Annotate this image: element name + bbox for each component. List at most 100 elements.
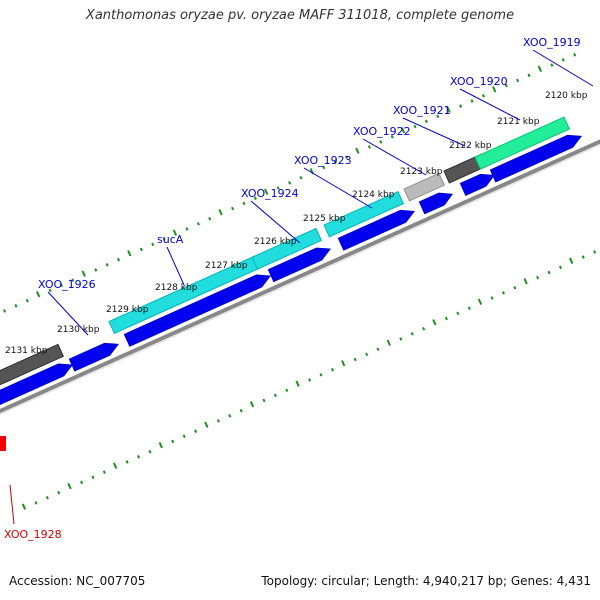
tick-label: 2127 kbp xyxy=(205,261,248,271)
upper-scale-tick xyxy=(117,257,121,262)
lower-scale-tick xyxy=(57,490,61,495)
reverse-feature-4[interactable] xyxy=(323,191,405,238)
upper-scale-tick xyxy=(242,201,246,206)
gene-label-leader xyxy=(532,49,594,87)
lower-scale-tick xyxy=(125,460,129,464)
gene-label[interactable]: XOO_1921 xyxy=(393,104,451,117)
lower-scale-tick xyxy=(456,311,460,316)
lower-scale-tick xyxy=(158,442,163,449)
lower-scale-tick xyxy=(204,421,209,428)
lower-scale-tick xyxy=(182,434,186,439)
lower-scale-tick xyxy=(490,296,494,300)
tick-label: 2128 kbp xyxy=(155,283,198,293)
lower-scale-tick xyxy=(91,475,95,480)
gene-label-leader xyxy=(402,117,466,147)
upper-scale-tick xyxy=(196,222,200,226)
upper-scale-tick xyxy=(172,229,178,236)
upper-scale-tick xyxy=(288,181,292,185)
forward-cds-7[interactable] xyxy=(459,173,496,196)
lower-scale-tick xyxy=(113,462,118,469)
lower-scale-tick xyxy=(216,419,220,423)
tick-label: 2121 kbp xyxy=(497,117,540,127)
gene-label[interactable]: sucA xyxy=(157,233,184,246)
upper-scale-tick xyxy=(400,127,406,134)
reverse-feature-7[interactable] xyxy=(474,116,571,170)
upper-scale-tick xyxy=(276,186,280,190)
lower-scale-tick xyxy=(558,265,562,270)
upper-scale-tick xyxy=(2,309,7,313)
lower-scale-tick xyxy=(341,360,346,367)
gene-label[interactable]: XOO_1919 xyxy=(523,36,581,49)
tick-label: 2130 kbp xyxy=(57,325,100,335)
upper-scale-tick xyxy=(151,242,155,247)
lower-scale-tick xyxy=(477,298,483,305)
gene-label[interactable]: XOO_1926 xyxy=(38,278,96,291)
upper-scale-tick xyxy=(550,63,554,67)
forward-cds-2[interactable] xyxy=(68,342,120,372)
lower-scale-tick xyxy=(148,449,152,454)
gene-label-leader xyxy=(9,484,15,525)
forward-cds-3[interactable] xyxy=(123,274,272,347)
gene-label[interactable]: XOO_1922 xyxy=(353,125,411,138)
upper-scale-tick xyxy=(25,298,29,303)
lower-scale-tick xyxy=(581,255,585,259)
forward-cds-4[interactable] xyxy=(267,247,332,283)
upper-scale-tick xyxy=(60,283,64,288)
upper-scale-tick xyxy=(333,160,337,165)
upper-scale-tick xyxy=(264,188,269,195)
gene-label[interactable]: XOO_1928 xyxy=(4,528,62,541)
forward-cds-1[interactable] xyxy=(0,363,74,406)
forward-cds-5[interactable] xyxy=(337,209,416,251)
lower-scale-tick xyxy=(353,357,357,362)
gene-label[interactable]: XOO_1923 xyxy=(294,154,352,167)
gene-label-leader xyxy=(166,246,185,286)
genome-summary-text: Topology: circular; Length: 4,940,217 bp… xyxy=(261,574,591,588)
upper-scale-tick xyxy=(367,145,371,149)
forward-cds-8[interactable] xyxy=(489,134,583,183)
lower-scale-tick xyxy=(80,480,84,485)
accession-text: Accession: NC_007705 xyxy=(9,574,146,588)
reverse-feature-3[interactable] xyxy=(251,227,323,270)
lower-scale-tick xyxy=(102,470,106,474)
upper-scale-tick xyxy=(299,175,303,180)
upper-scale-tick xyxy=(253,196,257,201)
upper-scale-tick xyxy=(390,134,394,139)
gene-label[interactable]: XOO_1920 xyxy=(450,75,508,88)
reverse-feature-5[interactable] xyxy=(403,172,446,202)
lower-scale-tick xyxy=(523,278,528,285)
tick-label: 2124 kbp xyxy=(352,190,395,200)
lower-scale-tick xyxy=(67,483,72,490)
genome-title: Xanthomonas oryzae pv. oryzae MAFF 31101… xyxy=(85,8,515,23)
lower-scale-tick xyxy=(262,398,266,403)
lower-scale-tick xyxy=(399,337,403,341)
upper-scale-tick xyxy=(470,99,474,103)
gene-label-leader xyxy=(459,88,521,121)
reverse-feature-1[interactable] xyxy=(0,343,65,394)
upper-scale-tick xyxy=(105,263,109,267)
tick-label: 2131 kbp xyxy=(5,346,48,356)
upper-scale-tick xyxy=(231,206,235,211)
lower-scale-tick xyxy=(273,393,277,398)
lower-scale-tick xyxy=(569,257,574,264)
upper-scale-tick xyxy=(345,155,349,160)
gene-label[interactable]: XOO_1924 xyxy=(241,187,299,200)
lower-scale-tick xyxy=(285,388,289,392)
gene-label-leader xyxy=(303,167,373,209)
gene-label-leader xyxy=(47,291,89,336)
lower-scale-tick xyxy=(444,316,448,321)
forward-cds-6[interactable] xyxy=(418,192,453,215)
lower-scale-tick xyxy=(467,306,471,311)
upper-scale-tick xyxy=(537,65,542,72)
lower-scale-tick xyxy=(249,401,255,408)
upper-scale-tick xyxy=(139,247,143,252)
upper-scale-tick xyxy=(561,58,565,62)
upper-scale-tick xyxy=(71,278,75,282)
upper-scale-tick xyxy=(459,104,463,108)
lower-scale-tick xyxy=(239,408,243,413)
lower-scale-tick xyxy=(547,270,551,275)
gene-label-leader xyxy=(362,138,427,176)
upper-scale-tick xyxy=(208,216,212,221)
highlight-feature-xoo-1928[interactable] xyxy=(0,436,6,451)
